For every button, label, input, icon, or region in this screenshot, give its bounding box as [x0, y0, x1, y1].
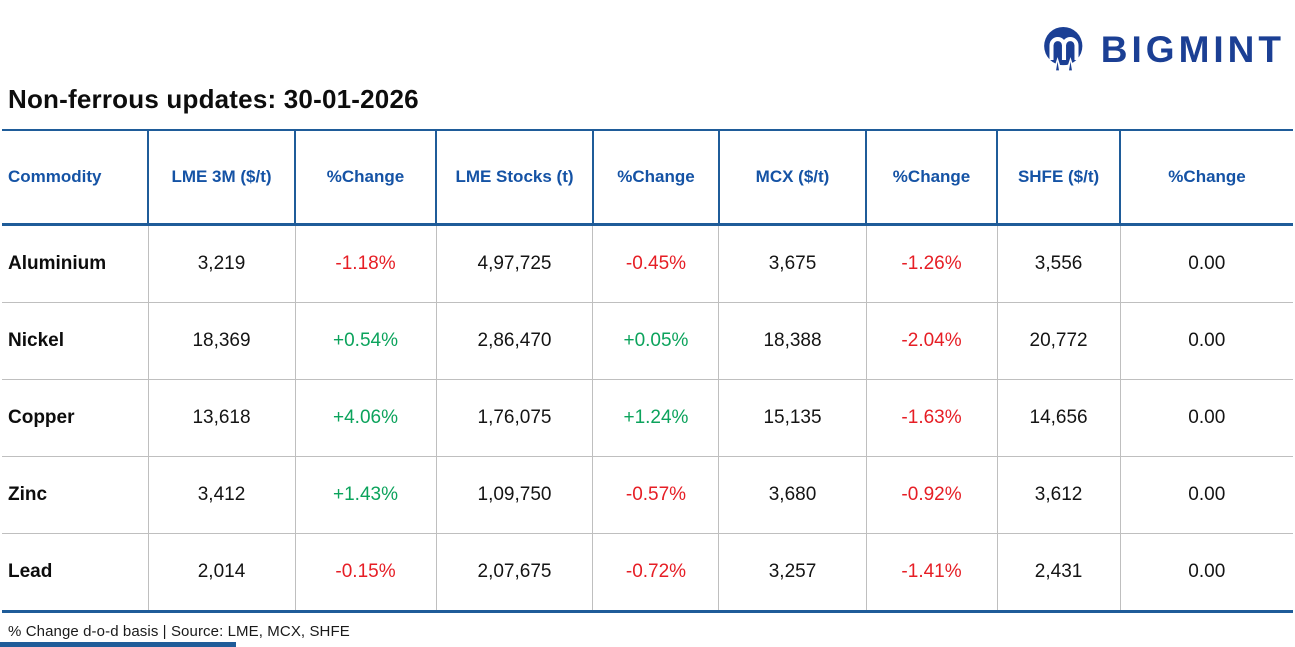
cell-lme-3m-change: -0.15% [294, 533, 436, 612]
cell-mcx-change: -2.04% [865, 302, 998, 380]
cell-mcx-change: -1.26% [865, 224, 998, 303]
cell-mcx: 3,257 [718, 533, 867, 612]
cell-shfe: 3,556 [996, 224, 1121, 303]
cell-lme-stocks: 2,07,675 [435, 533, 593, 612]
table-row: Nickel 18,369 +0.54% 2,86,470 +0.05% 18,388 -2… [2, 302, 1293, 380]
cell-mcx: 15,135 [718, 379, 867, 457]
cell-shfe: 2,431 [996, 533, 1121, 612]
cell-lme-3m-change: -1.18% [294, 224, 436, 303]
cell-mcx-change: -1.41% [865, 533, 998, 612]
cell-mcx: 3,680 [718, 456, 867, 534]
cell-mcx: 3,675 [718, 224, 867, 303]
cell-lme-stocks-change: -0.45% [592, 224, 719, 303]
cell-lme-3m: 2,014 [147, 533, 296, 612]
table-row: Zinc 3,412 +1.43% 1,09,750 -0.57% 3,680 -0.92%… [2, 456, 1293, 534]
cell-mcx: 18,388 [718, 302, 867, 380]
column-header-3: LME Stocks (t) [435, 130, 593, 226]
cell-shfe: 3,612 [996, 456, 1121, 534]
table-row: Lead 2,014 -0.15% 2,07,675 -0.72% 3,257 -1.41%… [2, 533, 1293, 612]
cell-lme-stocks-change: +1.24% [592, 379, 719, 457]
cell-commodity: Aluminium [8, 253, 107, 274]
cell-commodity: Zinc [2, 456, 148, 534]
cell-lme-stocks: 1,09,750 [435, 456, 593, 534]
table-row: Aluminium 3,219 -1.18% 4,97,725 -0.45% 3,675-… [2, 224, 1293, 303]
cell-shfe: 20,772 [996, 302, 1121, 380]
cell-lme-stocks-change: -0.72% [592, 533, 719, 612]
cell-shfe-change: 0.00 [1119, 224, 1293, 303]
cell-lme-3m: 13,618 [147, 379, 296, 457]
column-header-7: SHFE ($/t) [996, 130, 1121, 226]
cell-lme-3m-change: +1.43% [294, 456, 436, 534]
cell-commodity: Lead [2, 533, 148, 612]
column-header-2: %Change [294, 130, 436, 226]
brand-name: BIGMINT [1100, 28, 1285, 70]
table-header-row: Commodity LME 3M ($/t) %Change LME Stocks (… [2, 130, 1293, 226]
bigmint-logo-icon [1043, 26, 1083, 74]
column-header-6: %Change [865, 130, 998, 226]
cell-mcx-change: -0.92% [865, 456, 998, 534]
cell-shfe-change: 0.00 [1119, 456, 1293, 534]
cell-lme-3m-change: +4.06% [294, 379, 436, 457]
bottom-accent-bar [0, 642, 236, 647]
column-header-4: %Change [591, 130, 719, 226]
cell-lme-stocks-change: +0.05% [592, 302, 719, 380]
cell-shfe: 14,656 [996, 379, 1121, 457]
column-header-8: %Change [1119, 130, 1293, 226]
brand-logo: BIGMINT [1039, 24, 1285, 74]
cell-commodity: Copper [2, 379, 148, 457]
footnote: % Change d-o-d basis | Source: LME, MCX,… [8, 623, 350, 640]
cell-shfe-change: 0.00 [1119, 302, 1293, 380]
column-header-0: Commodity [2, 130, 148, 226]
column-header-1: LME 3M ($/t) [146, 130, 296, 226]
table-row: Copper 13,618 +4.06% 1,76,075 +1.24% 15,135 -1… [2, 379, 1293, 457]
cell-commodity: Nickel [2, 302, 148, 380]
cell-lme-stocks: 1,76,075 [435, 379, 593, 457]
cell-lme-3m-change: +0.54% [294, 302, 436, 380]
cell-mcx-change: -1.63% [865, 379, 998, 457]
cell-lme-stocks: 2,86,470 [435, 302, 593, 380]
page-title: Non-ferrous updates: 30-01-2026 [8, 84, 419, 114]
column-header-5: MCX ($/t) [717, 130, 867, 226]
cell-lme-3m: 3,412 [147, 456, 296, 534]
commodity-price-table: Commodity LME 3M ($/t) %Change LME Stocks (… [2, 129, 1293, 613]
commodity-table-container: Commodity LME 3M ($/t) %Change LME Stocks (… [2, 129, 1293, 613]
cell-lme-stocks: 4,97,725 [435, 224, 593, 303]
cell-lme-3m: 3,219 [147, 224, 296, 303]
cell-lme-3m: 18,369 [147, 302, 296, 380]
cell-shfe-change: 0.00 [1119, 379, 1293, 457]
cell-shfe-change: 0.00 [1119, 533, 1293, 612]
cell-lme-stocks-change: -0.57% [592, 456, 719, 534]
